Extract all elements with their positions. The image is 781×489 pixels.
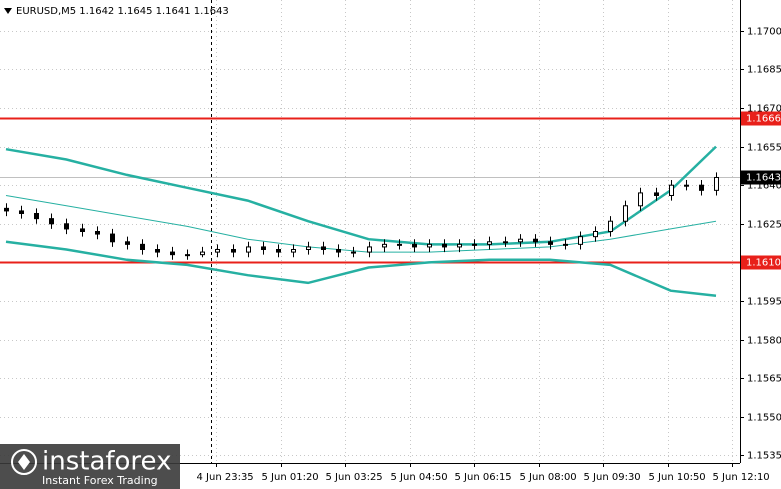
candle-body: [684, 184, 689, 187]
y-tick-label: 1.1535: [747, 451, 781, 462]
candle-body: [548, 241, 553, 245]
y-tick-label: 1.1625: [747, 220, 781, 231]
y-tick-label: 1.1550: [747, 413, 781, 424]
candle-body: [80, 228, 85, 233]
candle-body: [306, 246, 311, 251]
plot: [0, 0, 740, 463]
logo-icon: [11, 449, 37, 475]
y-tick-label: 1.1640: [747, 181, 781, 192]
candle-body: [64, 223, 69, 230]
candle-body: [19, 210, 24, 214]
x-tick-label: 5 Jun 08:00: [520, 472, 577, 483]
x-tick-label: 5 Jun 04:50: [391, 472, 448, 483]
candle-body: [276, 249, 281, 253]
candle-body: [397, 243, 402, 246]
price-label-box: [741, 111, 781, 126]
candle-body: [200, 251, 205, 256]
candle-body: [472, 243, 477, 246]
candle-body: [34, 212, 39, 220]
price-label: 1.1643: [746, 173, 781, 184]
y-tick-label: 1.1670: [747, 104, 781, 115]
candle-body: [125, 241, 130, 245]
x-tick-label: 5 Jun 12:10: [713, 472, 770, 483]
candle-body: [503, 241, 508, 244]
candle-body: [457, 243, 462, 248]
y-tick-label: 1.1595: [747, 297, 781, 308]
x-tick-label: 5 Jun 01:20: [262, 472, 319, 483]
price-label: 1.1610: [746, 258, 781, 269]
candle-body: [654, 192, 659, 196]
candle-body: [578, 236, 583, 245]
candle-body: [442, 243, 447, 248]
candle-body: [714, 176, 719, 191]
candle-body: [593, 231, 598, 238]
candle-body: [336, 249, 341, 253]
menu-arrow: [4, 8, 12, 14]
candle-body: [367, 246, 372, 253]
candle-body: [669, 184, 674, 196]
band-lower: [5, 240, 717, 298]
candle-body: [155, 249, 160, 253]
candle-body: [351, 251, 356, 254]
candle-body: [382, 243, 387, 248]
x-tick-label: 5 Jun 03:25: [326, 472, 383, 483]
y-tick-label: 1.1580: [747, 336, 781, 347]
candle-body: [563, 243, 568, 246]
candle-body: [321, 246, 326, 251]
candle-body: [518, 238, 523, 243]
x-tick-label: 5 Jun 10:50: [649, 472, 706, 483]
candle-body: [608, 220, 613, 232]
y-tick-label: 1.1655: [747, 143, 781, 154]
candle-body: [487, 241, 492, 245]
candle-body: [215, 249, 220, 253]
price-label: 1.1666: [746, 114, 781, 125]
logo-tagline: Instant Forex Trading: [42, 474, 158, 487]
candle-body: [185, 254, 190, 257]
candle-body: [140, 243, 145, 251]
candle-body: [4, 207, 9, 212]
price-label-box: [741, 170, 781, 185]
y-tick-label: 1.1565: [747, 374, 781, 385]
candle-body: [231, 249, 236, 253]
y-tick-label: 1.1685: [747, 65, 781, 76]
candle-body: [623, 205, 628, 222]
candle-body: [110, 233, 115, 243]
price-label-box: [741, 255, 781, 270]
candle-body: [49, 218, 54, 225]
candle-body: [170, 251, 175, 256]
logo-icon-inner: [18, 454, 30, 470]
candle-body: [412, 243, 417, 248]
x-tick-label: 5 Jun 09:30: [584, 472, 641, 483]
y-tick-label: 1.1700: [747, 27, 781, 38]
candle-body: [427, 243, 432, 248]
x-tick-label: 5 Jun 06:15: [455, 472, 512, 483]
candle-body: [95, 231, 100, 235]
candle-body: [533, 238, 538, 243]
candle-body: [246, 246, 251, 253]
x-tick-label: 4 Jun 23:35: [197, 472, 254, 483]
chart-title: EURUSD,M5 1.1642 1.1645 1.1641 1.1643: [16, 6, 229, 17]
candle-body: [699, 184, 704, 191]
logo-name: instaforex: [42, 447, 171, 477]
candle-body: [261, 246, 266, 251]
candle-body: [291, 249, 296, 253]
candle-body: [638, 192, 643, 207]
